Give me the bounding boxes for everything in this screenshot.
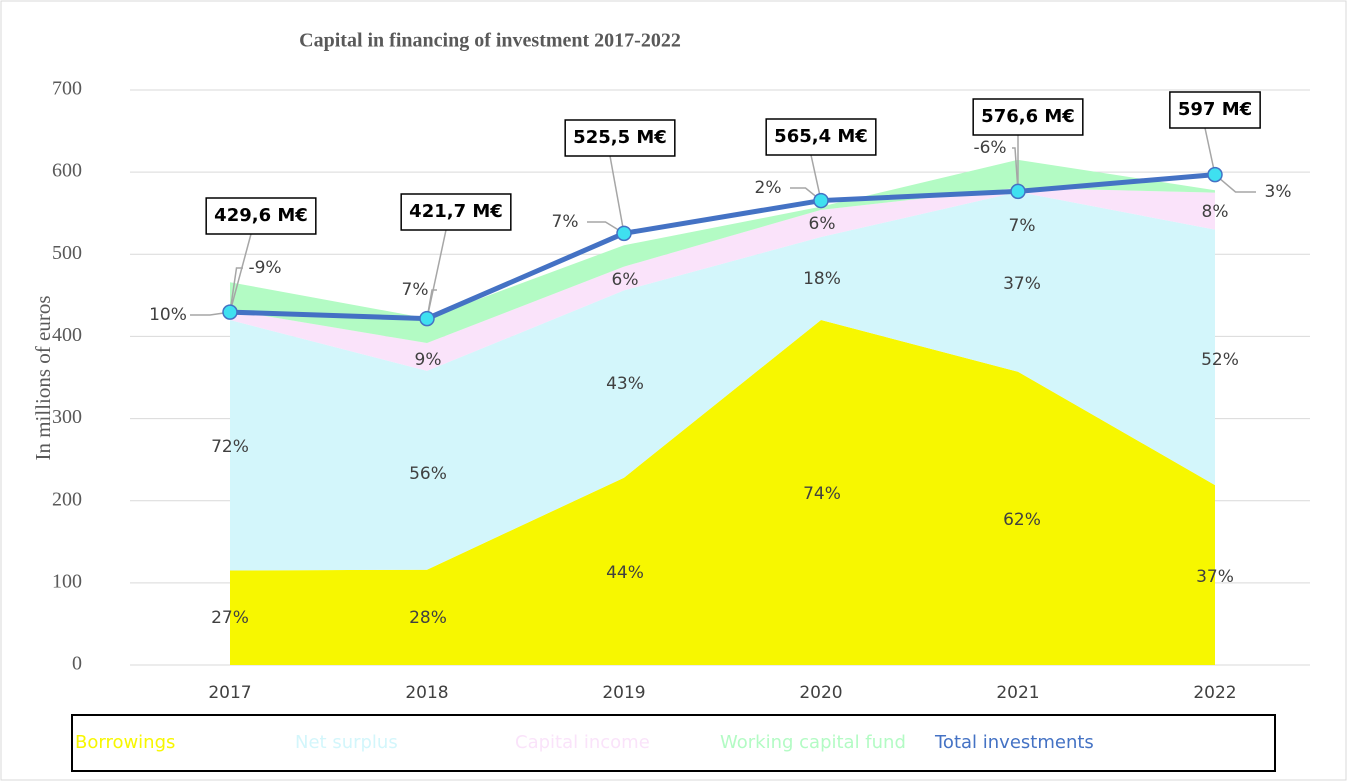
area	[230, 159, 1215, 343]
data-label: 6%	[809, 214, 836, 234]
legend-label: Total investments	[934, 732, 1094, 753]
point	[1207, 166, 1223, 183]
data-label: 28%	[409, 608, 447, 628]
y-tick-label: 0	[72, 653, 82, 675]
x-tick-label: 2019	[602, 683, 645, 703]
legend-label: Capital income	[515, 732, 650, 753]
leader-line	[1204, 127, 1216, 175]
area	[230, 187, 1215, 371]
area	[230, 320, 1215, 665]
x-tick-label: 2018	[405, 683, 448, 703]
area	[230, 191, 1215, 571]
data-label: 8%	[1202, 202, 1229, 222]
line	[229, 172, 1216, 322]
point	[222, 304, 238, 320]
data-label: 56%	[409, 464, 447, 484]
data-label: 7%	[402, 280, 429, 300]
leader-line	[229, 267, 243, 313]
data-label: 44%	[606, 563, 644, 583]
x-tick-label: 2022	[1193, 683, 1236, 703]
chart-title: Capital in financing of investment 2017-…	[299, 30, 681, 52]
data-label: 18%	[803, 269, 841, 289]
x-tick-label: 2020	[799, 683, 842, 703]
data-label: 2%	[755, 178, 782, 198]
leader-line	[1012, 147, 1019, 192]
y-tick-label: 400	[52, 324, 82, 346]
legend-label: Net surplus	[295, 732, 398, 753]
value-label: 565,4 M€	[774, 126, 868, 147]
point	[616, 225, 632, 242]
data-label: 7%	[1009, 216, 1036, 236]
value-label: 421,7 M€	[409, 201, 503, 222]
data-label: -9%	[248, 258, 281, 278]
data-label: 74%	[803, 484, 841, 504]
value-label: 525,5 M€	[573, 127, 667, 148]
data-label: 6%	[612, 270, 639, 290]
y-tick-label: 500	[52, 242, 82, 264]
x-tick-label: 2017	[208, 683, 251, 703]
leader-line	[426, 229, 447, 319]
data-label: 10%	[149, 305, 187, 325]
value-label: 429,6 M€	[214, 205, 308, 226]
leader-line	[229, 233, 252, 313]
data-label: 27%	[211, 608, 249, 628]
legend-label: Borrowings	[75, 732, 175, 753]
value-label-box	[1169, 91, 1261, 129]
y-tick-label: 600	[52, 160, 82, 182]
y-tick-label: 300	[52, 406, 82, 428]
legend-box	[71, 714, 1276, 772]
y-axis-label: In millions of euros	[31, 295, 55, 460]
legend-label: Working capital fund	[720, 732, 906, 753]
data-label: 43%	[606, 374, 644, 394]
value-label: 597 M€	[1178, 99, 1252, 120]
data-label: 72%	[211, 437, 249, 457]
leader-line	[1214, 174, 1256, 193]
y-tick-label: 700	[52, 78, 82, 100]
plot	[130, 89, 1310, 666]
point	[813, 192, 829, 209]
point	[1010, 183, 1026, 200]
data-label: 37%	[1003, 274, 1041, 294]
data-label: 3%	[1265, 182, 1292, 202]
value-label-box	[972, 98, 1084, 136]
data-label: 7%	[552, 212, 579, 232]
data-label: 9%	[415, 350, 442, 370]
data-label: 62%	[1003, 510, 1041, 530]
data-label: 52%	[1201, 350, 1239, 370]
data-label: -6%	[973, 138, 1006, 158]
leader-line	[609, 155, 625, 234]
value-label-box	[205, 197, 317, 235]
data-label: 37%	[1196, 567, 1234, 587]
x-tick-label: 2021	[996, 683, 1039, 703]
point	[419, 310, 435, 327]
leader-line	[810, 154, 822, 201]
y-tick-label: 200	[52, 488, 82, 510]
value-label: 576,6 M€	[981, 106, 1075, 127]
y-tick-label: 100	[52, 570, 82, 592]
value-label-box	[564, 119, 676, 157]
value-label-box	[765, 118, 877, 156]
value-label-box	[400, 193, 512, 231]
